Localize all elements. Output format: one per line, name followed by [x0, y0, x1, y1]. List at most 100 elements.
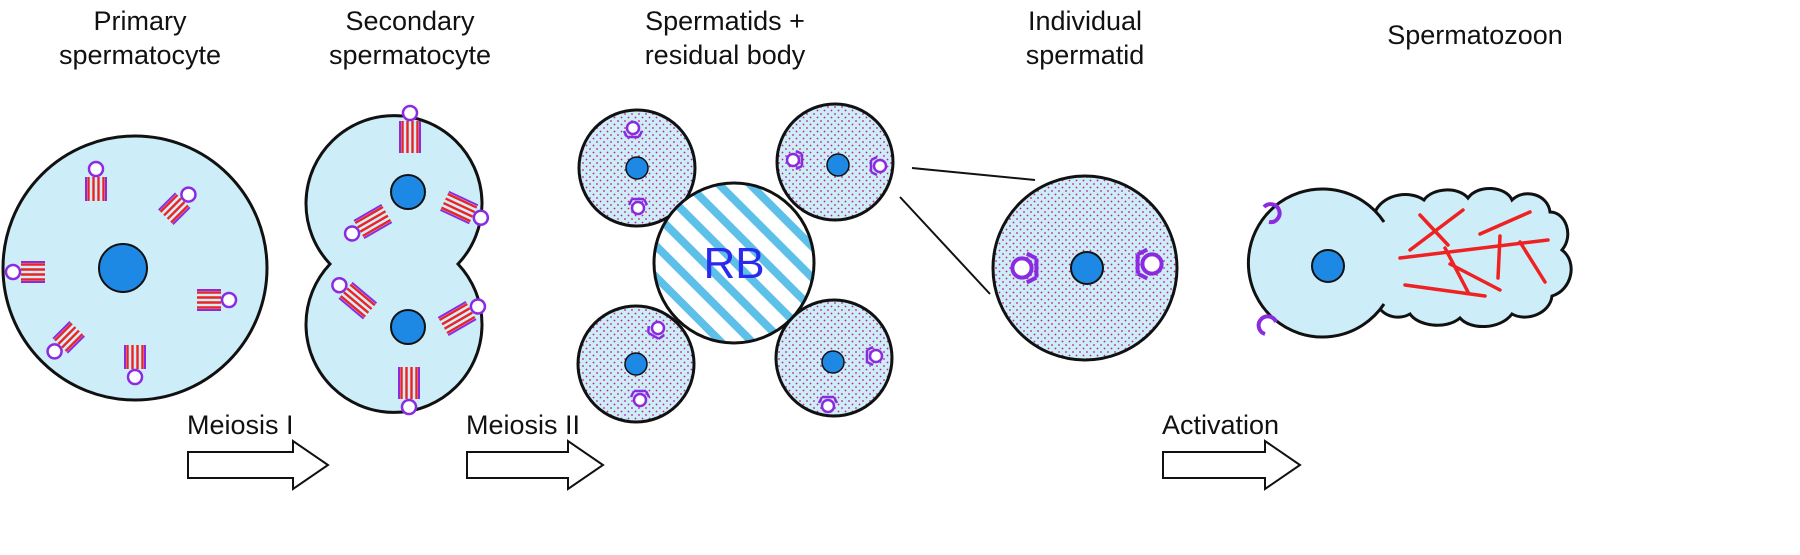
secondary-chromosome-centrosome [400, 398, 418, 416]
residual-body [652, 181, 816, 345]
primary-spermatocyte [1, 134, 269, 402]
secondary-chromosome-frame [399, 121, 421, 153]
secondary-chromosome-stripe [440, 206, 471, 223]
label-activation: Activation [1162, 410, 1280, 440]
label-meiosis-1: Meiosis I [187, 410, 294, 440]
secondary-nucleus-bottom [390, 309, 426, 345]
msp-fiber [1518, 240, 1547, 284]
msp-fiber [1448, 262, 1502, 292]
secondary-chromosome-stripe [362, 218, 392, 238]
secondary-spermatocyte [304, 104, 490, 416]
secondary-chromosome-centrosome [472, 209, 490, 226]
spermatid-centrosome [622, 120, 644, 139]
spermatid-centrosome [869, 155, 888, 177]
secondary-chromosome-stripe [349, 283, 376, 307]
primary-chromosome-stripe [163, 197, 182, 217]
msp-fiber [1408, 208, 1465, 252]
label-meiosis-2: Meiosis II [466, 410, 581, 440]
primary-chromosome-frame [21, 261, 45, 283]
primary-chromosome-frame [52, 321, 85, 354]
individual-centrosome-left [1010, 251, 1039, 285]
primary-chromosome-stripe [64, 333, 84, 352]
label-secondary-spermatocyte: Secondary spermatocyte [328, 6, 492, 70]
secondary-chromosome-frame [398, 367, 420, 399]
primary-chromosome [124, 345, 146, 386]
primary-chromosome-centrosome [126, 368, 144, 386]
secondary-chromosome-frame [353, 203, 393, 240]
secondary-chromosome-centrosome [343, 225, 361, 242]
secondary-chromosome [331, 276, 378, 320]
primary-chromosome-stripe [159, 194, 179, 213]
primary-chromosome-frame [158, 192, 191, 225]
centrosome-membrane-bottom [1256, 314, 1278, 336]
secondary-chromosome-stripe [339, 295, 366, 318]
spermatid-centrosome [627, 197, 649, 216]
spermatids-residual-body: RB [576, 102, 895, 424]
spermatid-nucleus-bl [624, 352, 648, 376]
msp-fiber [1398, 238, 1550, 260]
spermatid-nucleus-tr [826, 153, 850, 177]
primary-chromosome-stripe [54, 322, 73, 342]
secondary-chromosome-frame [439, 190, 479, 225]
secondary-chromosome-stripe [445, 197, 476, 214]
primary-chromosome-centrosome [87, 160, 105, 178]
secondary-cell-body [304, 114, 484, 414]
label-spermatozoon: Spermatozoon [1387, 20, 1563, 50]
secondary-chromosome-stripe [346, 287, 373, 310]
primary-chromosome [158, 186, 197, 225]
primary-chromosome-centrosome [4, 263, 22, 281]
spermatid-nucleus-tl [625, 156, 649, 180]
arrow-meiosis-1 [187, 439, 330, 491]
msp-fiber [1478, 210, 1532, 236]
individual-spermatid [991, 174, 1179, 362]
secondary-nucleus-top [390, 174, 426, 210]
label-primary-spermatocyte: Primary spermatocyte [58, 6, 222, 70]
secondary-chromosome [399, 104, 421, 153]
individual-spermatid-nucleus [1070, 251, 1104, 285]
secondary-chromosome-stripe [438, 302, 468, 322]
spermatozoon [1246, 187, 1573, 339]
secondary-chromosome-frame [437, 300, 477, 337]
primary-chromosome-centrosome [46, 343, 63, 360]
msp-fiber [1443, 246, 1470, 294]
primary-chromosome-stripe [170, 204, 189, 224]
spermatid-centrosome [817, 395, 839, 414]
spermatid-centrosome [647, 320, 666, 340]
individual-centrosome-right [1135, 247, 1164, 281]
primary-chromosome-frame [197, 289, 221, 311]
secondary-chromosome-stripe [357, 210, 387, 229]
centrosome-membrane-top [1262, 202, 1282, 225]
secondary-chromosome-stripe [443, 311, 473, 330]
primary-chromosome-frame [124, 345, 146, 369]
secondary-chromosome-centrosome [331, 276, 348, 294]
msp-fiber [1496, 234, 1502, 280]
primary-chromosome [197, 289, 238, 311]
spermatozoon-nucleus [1311, 249, 1345, 283]
residual-body-label: RB [703, 239, 764, 288]
primary-chromosome-stripe [57, 326, 77, 345]
secondary-chromosome-stripe [354, 205, 384, 225]
secondary-chromosome [343, 203, 393, 242]
arrow-activation [1162, 439, 1302, 491]
spermatid-nucleus-br [821, 350, 845, 374]
zoom-line-bottom [899, 196, 991, 295]
spermatid-centrosome [629, 389, 651, 408]
secondary-chromosome [398, 367, 420, 416]
spermatid-centrosome [785, 149, 804, 171]
primary-chromosome [4, 261, 45, 283]
secondary-chromosome-stripe [443, 201, 474, 218]
arrow-meiosis-2 [466, 439, 605, 491]
secondary-chromosome [437, 298, 487, 337]
secondary-chromosome-stripe [359, 214, 389, 233]
msp-fiber [1418, 213, 1450, 247]
secondary-chromosome-stripe [343, 291, 370, 314]
msp-fiber [1403, 283, 1487, 298]
primary-chromosome-centrosome [220, 291, 238, 309]
secondary-chromosome-centrosome [401, 104, 419, 122]
primary-chromosome-stripe [166, 201, 186, 220]
pseudopod [1374, 187, 1573, 329]
secondary-chromosome-centrosome [469, 298, 487, 315]
label-spermatids-residual-body: Spermatids + residual body [644, 6, 806, 70]
primary-nucleus [98, 243, 148, 293]
